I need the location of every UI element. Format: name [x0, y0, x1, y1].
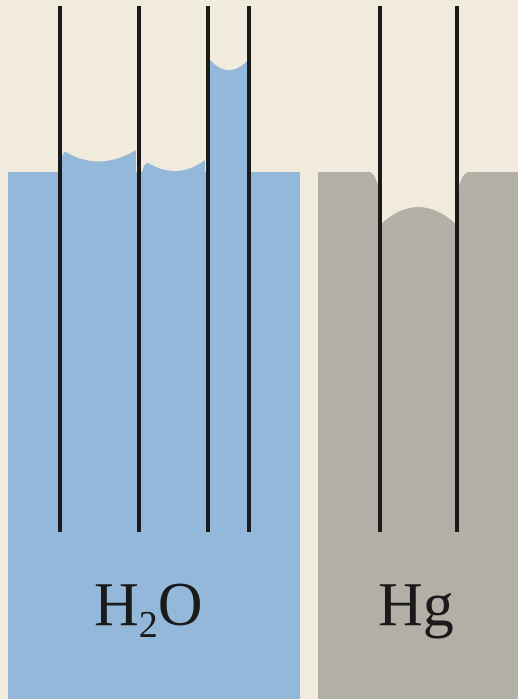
water-label-suffix: O: [157, 571, 203, 639]
mercury-label: Hg: [378, 571, 454, 639]
water-label-main: H: [94, 571, 139, 639]
water-label-subscript: 2: [138, 604, 158, 646]
water-tubes: [58, 6, 251, 532]
water-container: [8, 60, 300, 699]
mercury-container: [318, 172, 518, 699]
mercury-tubes: [378, 6, 459, 532]
water-label: H2O: [94, 574, 203, 644]
